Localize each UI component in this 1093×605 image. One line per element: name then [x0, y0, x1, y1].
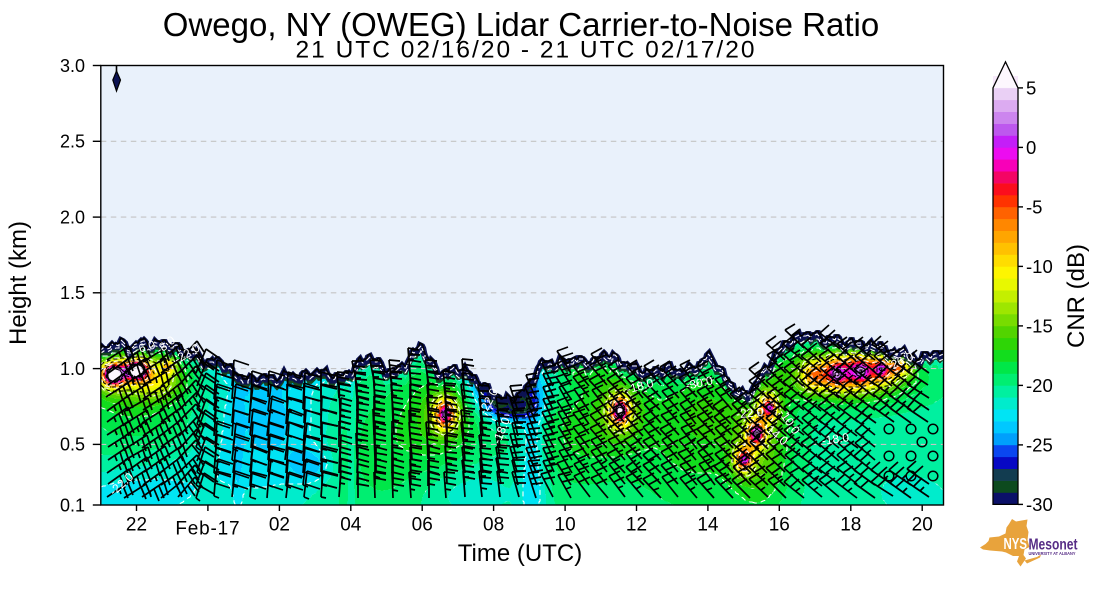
svg-text:-20: -20 [1026, 375, 1053, 396]
svg-text:Time (UTC): Time (UTC) [458, 540, 582, 567]
svg-text:UNIVERSITY AT ALBANY: UNIVERSITY AT ALBANY [1029, 551, 1076, 556]
svg-text:-18.0: -18.0 [625, 376, 655, 397]
svg-text:3.0: 3.0 [60, 56, 85, 76]
svg-text:-30: -30 [1026, 494, 1053, 515]
svg-text:Feb-17: Feb-17 [175, 519, 240, 540]
svg-text:21 UTC 02/16/20 - 21 UTC 02/17: 21 UTC 02/16/20 - 21 UTC 02/17/20 [296, 37, 757, 64]
svg-text:0.1: 0.1 [60, 495, 85, 515]
svg-text:-22.0: -22.0 [735, 405, 764, 421]
svg-text:CNR (dB): CNR (dB) [1063, 244, 1090, 348]
svg-text:Height (km): Height (km) [5, 221, 32, 345]
svg-text:2.0: 2.0 [60, 207, 85, 227]
svg-text:-5: -5 [1026, 196, 1042, 217]
svg-text:04: 04 [340, 514, 362, 535]
svg-text:1.0: 1.0 [60, 359, 85, 379]
svg-text:-30.0: -30.0 [684, 373, 714, 392]
svg-text:06: 06 [412, 514, 433, 535]
svg-text:12: 12 [626, 514, 647, 535]
svg-text:22: 22 [126, 514, 147, 535]
svg-text:-15: -15 [1026, 315, 1053, 336]
svg-text:-10: -10 [1026, 256, 1053, 277]
svg-text:08: 08 [483, 514, 504, 535]
svg-text:18: 18 [840, 514, 861, 535]
svg-text:2.5: 2.5 [60, 132, 85, 152]
svg-text:20: 20 [912, 514, 933, 535]
svg-text:10: 10 [555, 514, 576, 535]
svg-text:02: 02 [269, 514, 290, 535]
svg-text:Mesonet: Mesonet [1029, 536, 1078, 553]
svg-text:-18.0: -18.0 [821, 430, 850, 448]
svg-text:NYS: NYS [1004, 536, 1028, 553]
svg-text:Owego, NY (OWEG) Lidar Carrier: Owego, NY (OWEG) Lidar Carrier-to-Noise … [163, 6, 879, 43]
svg-text:1.5: 1.5 [60, 283, 85, 303]
svg-text:16: 16 [769, 514, 790, 535]
svg-text:14: 14 [697, 514, 719, 535]
svg-text:0.5: 0.5 [60, 435, 85, 455]
svg-text:5: 5 [1026, 77, 1036, 98]
svg-text:-25: -25 [1026, 434, 1053, 455]
svg-text:-6.0: -6.0 [133, 338, 157, 357]
svg-text:0: 0 [1026, 137, 1036, 158]
